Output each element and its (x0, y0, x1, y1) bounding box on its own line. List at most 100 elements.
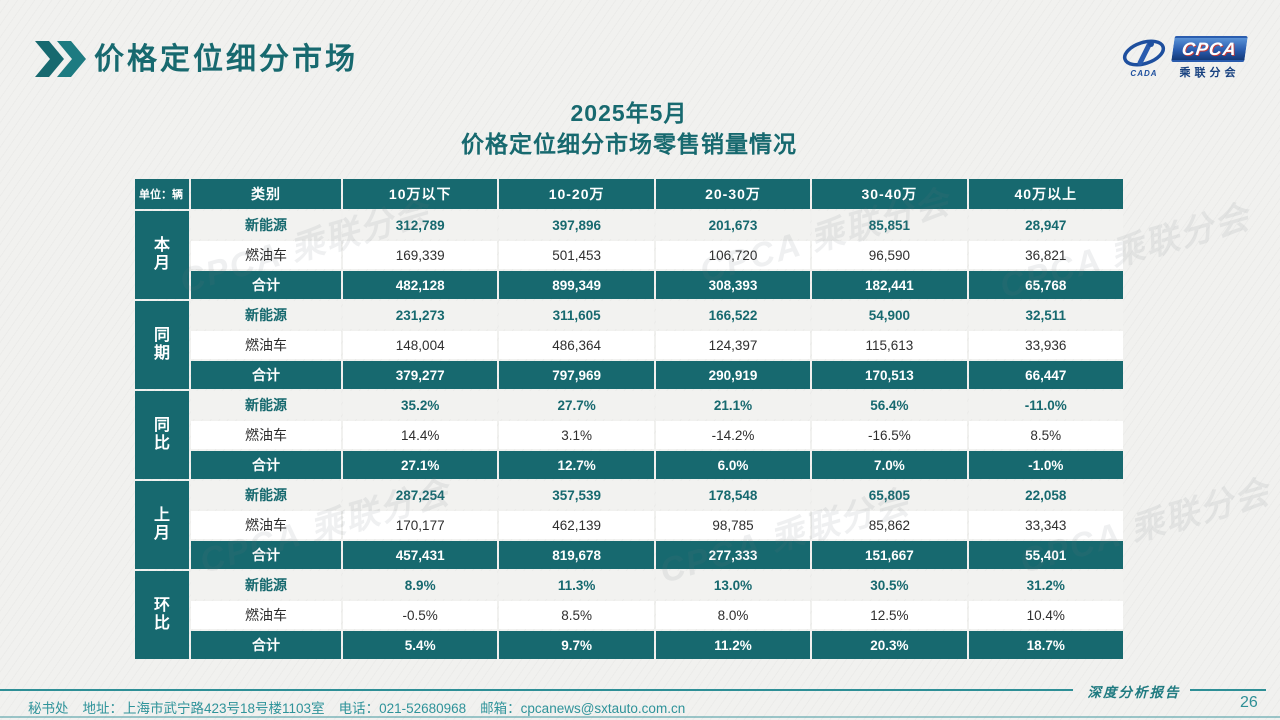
cell: 8.5% (499, 601, 654, 629)
footer-bottom-line (0, 716, 1280, 718)
cell: 797,969 (499, 361, 654, 389)
table-title-line2: 价格定位细分市场零售销量情况 (461, 131, 797, 157)
group-label: 本月 (135, 211, 189, 299)
footer-contact-info: 秘书处 地址：上海市武宁路423号18号楼1103室 电话：021-52680968… (28, 697, 699, 717)
cell: 12.5% (812, 601, 967, 629)
group-label: 同期 (135, 301, 189, 389)
cell: 66,447 (968, 361, 1123, 389)
table-title-line1: 2025年5月 (570, 100, 688, 126)
report-type-label: 深度分析报告 (1087, 685, 1181, 700)
double-chevron-icon (35, 41, 86, 77)
cell: 65,768 (968, 271, 1123, 299)
table-row: 合计 27.1% 12.7% 6.0% 7.0% -1.0% (191, 451, 1123, 479)
row-category: 新能源 (191, 481, 341, 509)
footer-secretary: 秘书处 (28, 701, 69, 716)
cell: 308,393 (655, 271, 811, 299)
cell: 397,896 (499, 211, 654, 239)
table-row: 新能源 35.2% 27.7% 21.1% 56.4% -11.0% (191, 391, 1123, 419)
cell: 151,667 (812, 541, 967, 569)
cell: 231,273 (343, 301, 498, 329)
cada-text: CADA (1130, 68, 1158, 78)
cpca-branch-name: 乘联分会 (1179, 67, 1240, 79)
slide-header: 价格定位细分市场 CADA CPCA 乘联分会 (34, 34, 1248, 86)
cell: 312,789 (343, 211, 498, 239)
column-header-under-100k: 10万以下 (343, 179, 498, 209)
cell: 287,254 (343, 481, 498, 509)
cell: 501,453 (499, 241, 654, 269)
row-category: 合计 (191, 361, 341, 389)
footer-divider-right (1190, 689, 1266, 691)
cell: 182,441 (812, 271, 967, 299)
table-row: 燃油车 169,339 501,453 106,720 96,590 36,82… (191, 241, 1123, 269)
cell: 8.5% (968, 421, 1123, 449)
cell: -14.2% (655, 421, 811, 449)
page-title: 价格定位细分市场 (94, 43, 358, 76)
cell: 11.2% (655, 631, 811, 659)
cell: 33,936 (968, 331, 1123, 359)
row-category: 燃油车 (191, 421, 341, 449)
column-header-over-400k: 40万以上 (968, 179, 1123, 209)
column-header-category: 类别 (191, 179, 341, 209)
cell: 98,785 (655, 511, 811, 539)
cell: 8.9% (343, 571, 498, 599)
cell: 290,919 (655, 361, 811, 389)
cpca-acronym: CPCA (1171, 36, 1248, 62)
table-row: 合计 482,128 899,349 308,393 182,441 65,76… (191, 271, 1123, 299)
cell: 148,004 (343, 331, 498, 359)
cell: 8.0% (655, 601, 811, 629)
cell: 277,333 (655, 541, 811, 569)
table-row: 新能源 287,254 357,539 178,548 65,805 22,05… (191, 481, 1123, 509)
cell: 85,862 (812, 511, 967, 539)
cell: 27.1% (343, 451, 498, 479)
cell: 28,947 (968, 211, 1123, 239)
table-header-row: 单位：辆 类别 10万以下 10-20万 20-30万 30-40万 40万以上 (135, 179, 1123, 209)
cell: -16.5% (812, 421, 967, 449)
cell: 33,343 (968, 511, 1123, 539)
footer-email: 邮箱：cpcanews@sxtauto.com.cn (480, 701, 686, 716)
row-category: 新能源 (191, 571, 341, 599)
cpca-logo: CADA CPCA 乘联分会 (1120, 36, 1248, 80)
row-category: 燃油车 (191, 601, 341, 629)
cell: 7.0% (812, 451, 967, 479)
cell: 9.7% (499, 631, 654, 659)
cell: 311,605 (499, 301, 654, 329)
cell: 379,277 (343, 361, 498, 389)
cpca-swoosh-icon (1122, 39, 1166, 66)
group-label: 同比 (135, 391, 189, 479)
table-row: 燃油车 148,004 486,364 124,397 115,613 33,9… (191, 331, 1123, 359)
table-row: 新能源 312,789 397,896 201,673 85,851 28,94… (191, 211, 1123, 239)
cell: 36,821 (968, 241, 1123, 269)
unit-label: 单位：辆 (135, 179, 189, 209)
row-category: 新能源 (191, 301, 341, 329)
row-category: 新能源 (191, 211, 341, 239)
cell: 124,397 (655, 331, 811, 359)
cell: 12.7% (499, 451, 654, 479)
group-same-period-last-year: 同期 新能源 231,273 311,605 166,522 54,900 32… (135, 301, 1123, 389)
group-mom-change: 环比 新能源 8.9% 11.3% 13.0% 30.5% 31.2% 燃油车 … (135, 571, 1123, 659)
cell: 65,805 (812, 481, 967, 509)
cell: 3.1% (499, 421, 654, 449)
cell: 170,177 (343, 511, 498, 539)
group-yoy-change: 同比 新能源 35.2% 27.7% 21.1% 56.4% -11.0% 燃油… (135, 391, 1123, 479)
cell: 22,058 (968, 481, 1123, 509)
table-row: 新能源 8.9% 11.3% 13.0% 30.5% 31.2% (191, 571, 1123, 599)
group-current-month: 本月 新能源 312,789 397,896 201,673 85,851 28… (135, 211, 1123, 299)
cell: 486,364 (499, 331, 654, 359)
cell: 56.4% (812, 391, 967, 419)
cell: 96,590 (812, 241, 967, 269)
cell: 21.1% (655, 391, 811, 419)
cell: 6.0% (655, 451, 811, 479)
footer-divider-left (0, 689, 1073, 691)
row-category: 新能源 (191, 391, 341, 419)
row-category: 燃油车 (191, 331, 341, 359)
row-category: 燃油车 (191, 241, 341, 269)
cell: 482,128 (343, 271, 498, 299)
cell: 30.5% (812, 571, 967, 599)
cpca-logo-text: CPCA 乘联分会 (1171, 36, 1248, 80)
page-number: 26 (1240, 694, 1258, 711)
table-row: 合计 379,277 797,969 290,919 170,513 66,44… (191, 361, 1123, 389)
cell: 55,401 (968, 541, 1123, 569)
column-header-100-200k: 10-20万 (499, 179, 654, 209)
footer-address: 地址：上海市武宁路423号18号楼1103室 (82, 701, 325, 716)
